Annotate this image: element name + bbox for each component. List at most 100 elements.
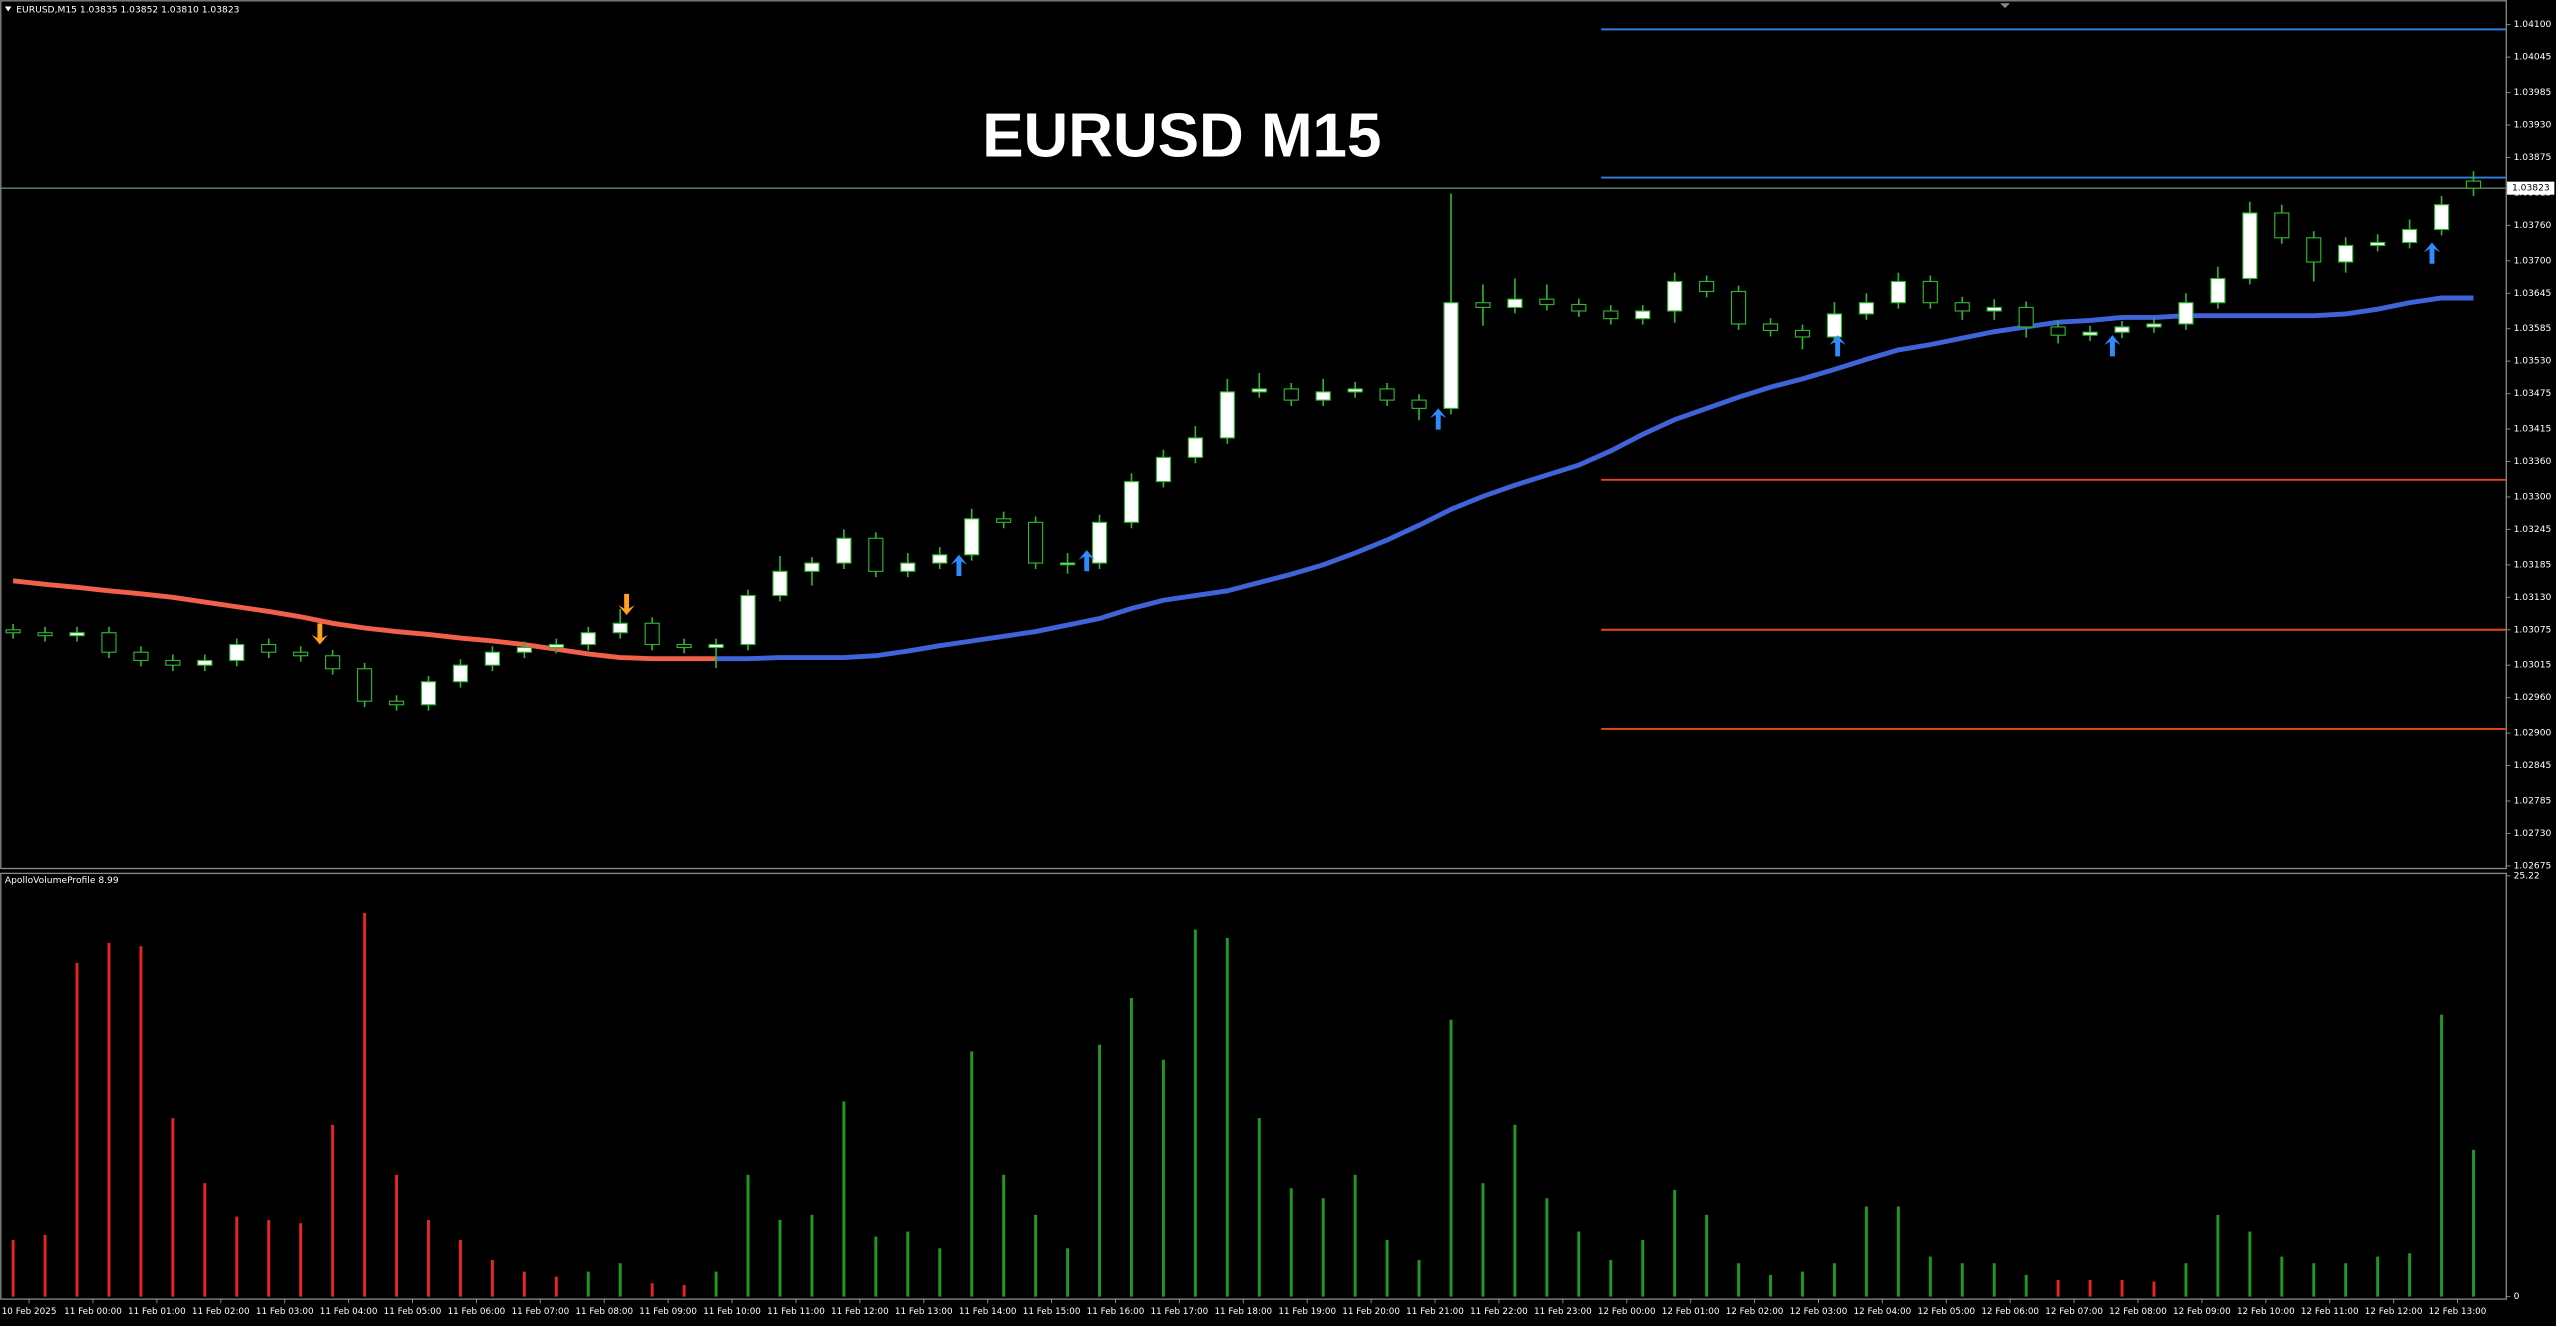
candle-body [133,651,149,662]
candle-body [1411,399,1427,409]
candle-body [1794,329,1811,338]
volume-bar [842,1101,846,1297]
candle-body [1858,302,1874,315]
x-tick-label: 11 Feb 02:00 [192,1307,250,1317]
volume-bar [1960,1263,1964,1297]
y-tick-label: 1.02785 [2514,796,2552,806]
volume-bar [1002,1174,1006,1297]
x-tick-label: 11 Feb 07:00 [511,1307,569,1317]
volume-bar [1928,1256,1932,1297]
candle-body [2242,212,2258,280]
volume-bar [235,1216,239,1297]
candle-body [1251,388,1267,393]
candle-body [772,570,788,597]
x-tick-label: 11 Feb 17:00 [1151,1307,1209,1317]
candle-body [612,622,628,634]
candle-body [2306,237,2322,263]
volume-bar [1417,1259,1421,1297]
candle-body [1603,310,1619,320]
volume-bar [874,1236,878,1297]
candle-body [1762,323,1779,332]
candle-body [900,562,916,572]
y-tick-label: 25.22 [2514,871,2540,881]
candle-body [420,681,437,706]
signal-arrow [1829,335,1846,357]
x-tick-label: 11 Feb 23:00 [1534,1307,1592,1317]
x-tick-label: 12 Feb 05:00 [1917,1307,1975,1317]
y-tick-label: 1.04100 [2514,20,2552,30]
y-tick-label: 1.02730 [2514,829,2552,839]
volume-bar [1896,1206,1900,1297]
bid-label: 1.03823 [2512,184,2550,194]
volume-bar [938,1248,942,1297]
x-tick-label: 12 Feb 00:00 [1598,1307,1656,1317]
chart-title: EURUSD M15 [982,102,1381,171]
x-tick-label: 11 Feb 03:00 [256,1307,314,1317]
x-tick-label: 12 Feb 06:00 [1981,1307,2039,1317]
candle-body [580,632,596,646]
volume-bar [2056,1279,2060,1297]
candle-body [1922,280,1938,304]
signal-arrow [1430,408,1447,430]
volume-bar [1737,1263,1741,1297]
candle-body [740,594,756,646]
candle-body [964,518,980,556]
x-tick-label: 12 Feb 02:00 [1726,1307,1784,1317]
volume-bar [75,962,79,1297]
volume-bar [299,1223,303,1297]
candle-body [1091,521,1108,564]
candle-body [644,622,660,646]
candle-body [1347,388,1363,393]
candle-body [356,668,373,702]
volume-bar [427,1219,430,1297]
candle-body [37,632,53,637]
y-tick-label: 1.02675 [2514,861,2552,871]
volume-bar [363,912,367,1297]
candle-body [197,659,213,666]
candle-body [1219,391,1235,439]
candle-body [708,643,724,649]
x-tick-label: 12 Feb 07:00 [2045,1307,2103,1317]
volume-bar [43,1234,47,1297]
y-tick-label: 1.03300 [2514,492,2552,502]
x-tick-label: 11 Feb 10:00 [703,1307,761,1317]
candle-body [261,643,277,653]
candle-body [101,632,117,653]
candle-body [293,651,309,657]
candle-body [69,632,85,637]
x-tick-label: 11 Feb 21:00 [1406,1307,1464,1317]
x-tick-label: 11 Feb 19:00 [1278,1307,1336,1317]
candle-body [2082,331,2098,336]
signal-arrow [2104,335,2121,357]
volume-bar [1257,1118,1261,1297]
candle-body [1986,306,2002,312]
x-tick-label: 11 Feb 00:00 [64,1307,122,1317]
volume-bar [1289,1188,1293,1297]
candle-body [2146,323,2162,328]
x-tick-label: 11 Feb 18:00 [1214,1307,1272,1317]
volume-bar [1449,1019,1453,1297]
volume-bar [2280,1256,2284,1297]
x-tick-label: 11 Feb 04:00 [320,1307,378,1317]
candle-body [996,518,1012,523]
y-tick-label: 1.03875 [2514,153,2552,163]
candle-body [1059,562,1076,566]
y-tick-label: 1.02960 [2514,693,2552,703]
volume-bar [395,1174,399,1297]
candle-body [388,700,405,706]
volume-bar [1130,997,1133,1297]
x-tick-label: 11 Feb 05:00 [384,1307,442,1317]
x-tick-label: 11 Feb 08:00 [575,1307,633,1317]
x-tick-label: 11 Feb 15:00 [1023,1307,1081,1317]
volume-bar [2440,1014,2444,1297]
volume-bar [1321,1198,1325,1297]
candle-body [868,537,884,572]
volume-bar [1098,1044,1101,1297]
candle-body [1155,456,1172,483]
bid-label-box [2507,181,2555,195]
volume-bar [1481,1183,1485,1297]
volume-bar [1832,1263,1836,1297]
x-tick-label: 11 Feb 13:00 [895,1307,953,1317]
candle-body [2370,241,2386,247]
